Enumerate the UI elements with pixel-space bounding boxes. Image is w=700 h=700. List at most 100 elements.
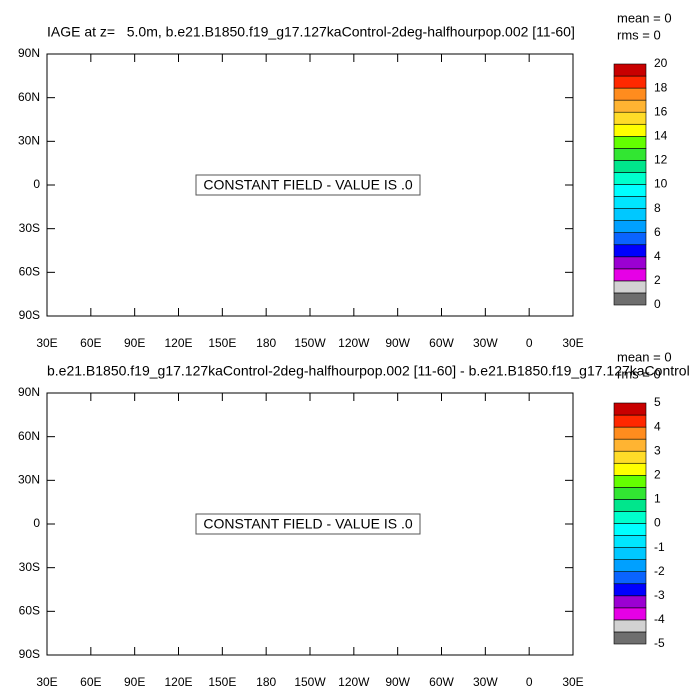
colorbar-label: 14 (654, 128, 668, 142)
colorbar-box (613, 75, 647, 89)
mean-stat: mean = 0 (617, 349, 672, 364)
y-tick-label: 0 (33, 177, 40, 191)
colorbar-label: 8 (654, 201, 661, 215)
colorbar-box (613, 136, 647, 149)
colorbar-box (613, 256, 647, 270)
colorbar-box (613, 571, 647, 585)
y-tick-label: 0 (33, 516, 40, 530)
x-tick-label: 120E (164, 675, 192, 689)
colorbar-label: 0 (654, 297, 661, 311)
x-tick-label: 90E (124, 336, 145, 350)
colorbar-box (613, 414, 647, 428)
x-tick-label: 30E (562, 336, 583, 350)
x-tick-label: 0 (526, 675, 533, 689)
colorbar-label: -3 (654, 588, 665, 602)
rms-stat: rms = 0 (617, 366, 661, 381)
x-tick-label: 30E (36, 675, 57, 689)
x-tick-label: 180 (256, 336, 276, 350)
y-tick-label: 60S (19, 604, 40, 618)
message-box (195, 174, 421, 196)
colorbar-label: -5 (654, 636, 665, 650)
x-tick-label: 90W (385, 675, 410, 689)
colorbar-box (613, 535, 647, 548)
colorbar-box (613, 438, 647, 452)
colorbar-label: 4 (654, 249, 661, 263)
plot-title: b.e21.B1850.f19_g17.127kaControl-2deg-ha… (47, 363, 690, 379)
x-tick-label: 60W (429, 675, 454, 689)
y-tick-label: 30S (19, 221, 40, 235)
x-tick-label: 60E (80, 336, 101, 350)
x-tick-label: 0 (526, 336, 533, 350)
x-tick-label: 60W (429, 336, 454, 350)
x-tick-label: 150W (294, 675, 326, 689)
colorbar-box (613, 499, 647, 512)
colorbar-box (613, 160, 647, 173)
x-tick-label: 30E (562, 675, 583, 689)
colorbar-label: -1 (654, 540, 665, 554)
colorbar-box (613, 208, 647, 221)
y-tick-label: 30N (18, 473, 40, 487)
colorbar-box (613, 196, 647, 209)
y-tick-label: 60N (18, 90, 40, 104)
x-tick-label: 30E (36, 336, 57, 350)
colorbar-box (613, 559, 647, 573)
colorbar-label: 1 (654, 492, 661, 506)
colorbar-box (613, 619, 647, 633)
x-tick-label: 150E (208, 336, 236, 350)
x-tick-label: 90E (124, 675, 145, 689)
colorbar-box (613, 111, 647, 125)
y-tick-label: 90S (19, 308, 40, 322)
colorbar-box (613, 402, 647, 416)
colorbar-box (613, 268, 647, 282)
x-tick-label: 120W (338, 336, 370, 350)
colorbar-box (613, 607, 647, 621)
x-tick-label: 90W (385, 336, 410, 350)
colorbar-box (613, 63, 647, 77)
x-tick-label: 180 (256, 675, 276, 689)
colorbar-box (613, 511, 647, 524)
colorbar-label: 20 (654, 56, 668, 70)
x-tick-label: 150E (208, 675, 236, 689)
colorbar-label: -4 (654, 612, 665, 626)
x-tick-label: 120W (338, 675, 370, 689)
mean-stat: mean = 0 (617, 10, 672, 25)
colorbar-box (613, 148, 647, 161)
y-tick-label: 30S (19, 560, 40, 574)
colorbar-box (613, 474, 647, 488)
x-tick-label: 150W (294, 336, 326, 350)
y-tick-label: 90N (18, 46, 40, 60)
colorbar-label: 12 (654, 153, 668, 167)
colorbar-box (613, 292, 647, 306)
colorbar-label: 2 (654, 273, 661, 287)
colorbar-label: 6 (654, 225, 661, 239)
colorbar-box (613, 487, 647, 500)
colorbar-box (613, 462, 647, 476)
colorbar-box (613, 87, 647, 101)
colorbar-label: -2 (654, 564, 665, 578)
x-tick-label: 120E (164, 336, 192, 350)
y-tick-label: 30N (18, 134, 40, 148)
colorbar-label: 10 (654, 177, 668, 191)
y-tick-label: 60N (18, 429, 40, 443)
colorbar-box (613, 172, 647, 185)
y-tick-label: 90N (18, 385, 40, 399)
y-tick-label: 60S (19, 265, 40, 279)
colorbar-box (613, 450, 647, 464)
colorbar-box (613, 426, 647, 440)
colorbar-box (613, 280, 647, 294)
plot-title: IAGE at z= 5.0m, b.e21.B1850.f19_g17.127… (47, 24, 575, 40)
colorbar-box (613, 184, 647, 197)
message: CONSTANT FIELD - VALUE IS .0 (203, 177, 412, 193)
colorbar-label: 0 (654, 516, 661, 530)
colorbar-label: 2 (654, 467, 661, 481)
colorbar-box (613, 595, 647, 609)
message: CONSTANT FIELD - VALUE IS .0 (203, 516, 412, 532)
x-tick-label: 60E (80, 675, 101, 689)
colorbar-label: 18 (654, 80, 668, 94)
colorbar-box (613, 523, 647, 536)
colorbar-box (613, 583, 647, 597)
message-box (195, 513, 421, 535)
colorbar-box (613, 547, 647, 560)
colorbar-box (613, 232, 647, 246)
